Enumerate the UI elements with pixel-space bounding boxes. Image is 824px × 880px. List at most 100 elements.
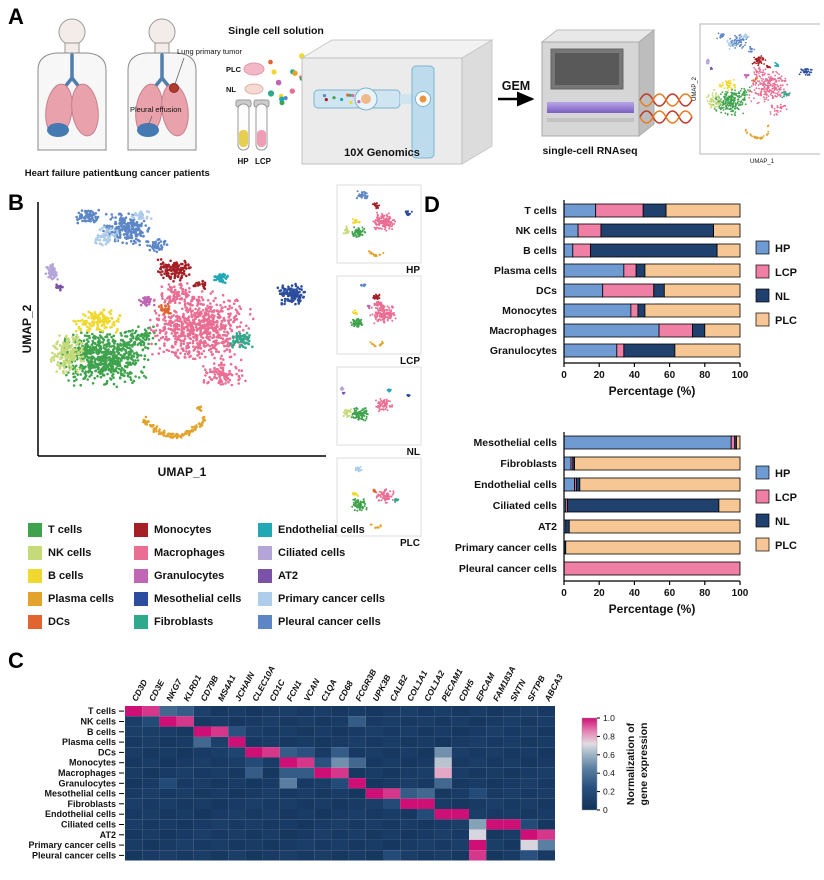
umap-cluster-t-cells: [712, 86, 751, 117]
umap-cluster: [367, 250, 385, 258]
umap-thumbnail-points: [705, 32, 813, 140]
bar-segment-hp: [563, 223, 579, 238]
legend-item-fibroblasts: Fibroblasts: [134, 614, 258, 629]
bar-segment-plc: [674, 343, 741, 358]
umap-cluster: [386, 388, 392, 393]
bar-category-label-macrophages: Macrophages: [489, 325, 557, 337]
umap-thumbnail: UMAP_2 UMAP_1: [692, 23, 820, 165]
x-tick-label: 60: [664, 588, 676, 599]
patient-heart-failure-figure: [37, 18, 107, 151]
sequencer: [540, 28, 656, 138]
neck: [154, 42, 170, 54]
umap-cluster-granulocytes: [138, 295, 156, 307]
panel-a-label: A: [8, 4, 24, 29]
umap-cluster: [350, 317, 364, 328]
heatmap-gene-label-cd3d: CD3D: [130, 678, 150, 703]
umap-cluster-fibroblasts: [229, 331, 254, 350]
umap-points: [44, 208, 307, 440]
legend-item-granulocytes: Granulocytes: [134, 568, 258, 583]
mini-umap-label-hp: HP: [406, 265, 420, 274]
heatmap-row-label-monocytes: Monocytes: [69, 758, 116, 768]
sample-plc-label: PLC: [226, 65, 242, 74]
colorbar-tick-label: 0.2: [603, 787, 615, 797]
umap-cluster-endothelial-cells: [774, 61, 780, 68]
sequencer-slot: [547, 102, 634, 113]
bar-segment-nl: [642, 203, 667, 218]
bar-segment-plc: [644, 303, 741, 318]
mini-umap-points: [342, 190, 413, 258]
bar-category-label-mesothelial-cells: Mesothelial cells: [474, 437, 558, 449]
bar-segment-lcp: [616, 343, 625, 358]
tumor-shape: [169, 83, 179, 93]
heatmap-row-label-nk-cells: NK cells: [80, 717, 116, 727]
umap-cluster: [404, 210, 413, 217]
panel-b-umap-mini-plc: PLC: [336, 457, 422, 547]
heatmap-row-label-at2: AT2: [100, 830, 116, 840]
umap-cluster-dcs: [157, 302, 172, 315]
heatmap-row-nk-cells: [125, 716, 555, 727]
tube-lcp: [253, 99, 270, 151]
bar-segment-hp: [563, 456, 572, 471]
legend-swatch-plc: [755, 312, 770, 327]
legend-item-dcs: DCs: [28, 614, 134, 629]
legend-label-lcp: LCP: [775, 492, 797, 504]
colorbar: [581, 717, 598, 811]
legend-item-ciliated-cells: Ciliated cells: [258, 545, 423, 560]
bar-segment-plc: [718, 498, 741, 513]
bar-segment-nl: [653, 283, 665, 298]
x-tick-label: 80: [699, 588, 711, 599]
bar-segment-plc: [713, 223, 741, 238]
bar-segment-plc: [574, 456, 741, 471]
heatmap-row-pleural-cancer-cells: [125, 850, 555, 861]
legend-swatch: [28, 568, 42, 583]
legend-swatch: [28, 614, 42, 629]
pleural-effusion-shape: [47, 123, 69, 137]
umap-cluster: [372, 211, 397, 232]
legend-swatch-hp: [755, 465, 770, 480]
legend-swatch: [258, 591, 272, 606]
legend-label-lcp: LCP: [775, 267, 797, 279]
x-tick-label: 60: [664, 370, 676, 381]
umap-cluster-b-cells: [72, 308, 122, 334]
umap-ylabel: UMAP_2: [22, 304, 34, 353]
umap-cluster: [369, 340, 384, 348]
umap-thumbnail-xlabel: UMAP_1: [750, 159, 775, 165]
umap-cluster-nk-cells: [49, 333, 86, 375]
bar-segment-hp: [563, 303, 632, 318]
legend-swatch: [134, 545, 148, 560]
bar-segment-lcp: [730, 435, 736, 450]
legend-label: B cells: [48, 569, 84, 582]
bar-segment-plc: [665, 203, 741, 218]
umap-cluster-mesothelial-cells: [798, 68, 813, 76]
umap-cluster-at2: [55, 283, 64, 292]
bar-segment-lcp: [630, 303, 639, 318]
legend-label: Pleural cancer cells: [278, 615, 381, 628]
sample-nl-label: NL: [226, 85, 236, 94]
umap-cluster: [354, 465, 363, 473]
bar-category-label-plasma-cells: Plasma cells: [494, 265, 557, 277]
legend-label-nl: NL: [775, 516, 790, 528]
mini-umap-frame: [336, 366, 422, 446]
legend-swatch: [258, 568, 272, 583]
heatmap-row-label-fibroblasts: Fibroblasts: [67, 799, 116, 809]
legend-swatch-lcp: [755, 264, 770, 279]
bar-segment-hp: [563, 283, 604, 298]
bar-segment-lcp: [623, 263, 637, 278]
legend-label: Primary cancer cells: [278, 592, 386, 605]
mini-umap-points: [351, 465, 400, 529]
umap-cluster-primary-cancer-cells: [726, 33, 750, 50]
umap-thumbnail-ylabel: UMAP_2: [692, 76, 698, 101]
heatmap-row-primary-cancer-cells: [125, 839, 555, 851]
legend-item-t-cells: T cells: [28, 522, 134, 537]
heatmap-row-label-granulocytes: Granulocytes: [58, 778, 116, 788]
umap-cluster-t-cells: [59, 325, 157, 389]
mini-umap-frame: [336, 457, 422, 537]
legend-swatch: [258, 545, 272, 560]
patient-lung-cancer-figure: [127, 18, 197, 151]
panel-d-barchart-structural: Mesothelial cells Fibroblasts Endothelial …: [455, 432, 797, 616]
heatmap-row-label-dcs: DCs: [98, 747, 116, 757]
heatmap-row-label-pleural-cancer-cells: Pleural cancer cells: [32, 850, 116, 860]
chip-junction-inner: [361, 94, 371, 104]
bar-category-label-primary-cancer-cells: Primary cancer cells: [455, 542, 557, 554]
